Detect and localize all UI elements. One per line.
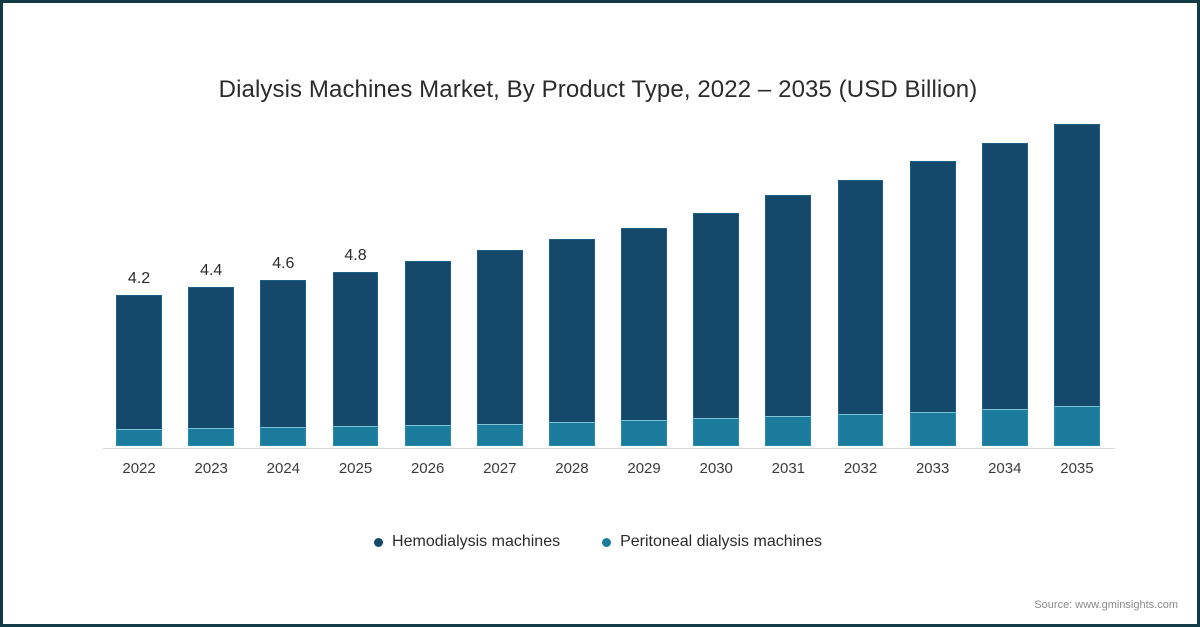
- bar-value-label: 4.2: [127, 269, 151, 287]
- legend-marker-dot-icon: [602, 537, 612, 547]
- x-tick-label: 2032: [843, 460, 878, 477]
- chart-title: Dialysis Machines Market, By Product Typ…: [218, 76, 978, 103]
- bar-segment-hemodialysis-machines[interactable]: [476, 250, 523, 424]
- bar-segment-peritoneal-dialysis-machines[interactable]: [188, 428, 235, 446]
- bar-segment-peritoneal-dialysis-machines[interactable]: [621, 420, 667, 446]
- x-tick-label: 2022: [122, 460, 156, 477]
- bar-segment-hemodialysis-machines[interactable]: [621, 227, 667, 421]
- bar-segment-peritoneal-dialysis-machines[interactable]: [693, 418, 740, 446]
- bar-group[interactable]: [909, 161, 956, 446]
- bar-value-label: 4.8: [344, 247, 367, 265]
- x-tick-label: 2033: [915, 460, 950, 477]
- x-tick-label: 2025: [338, 460, 373, 477]
- bar-segment-hemodialysis-machines[interactable]: [909, 161, 956, 412]
- bar-segment-hemodialysis-machines[interactable]: [1054, 123, 1100, 407]
- chart-figure-inner: Dialysis Machines Market, By Product Typ…: [3, 3, 1197, 624]
- bar-segment-peritoneal-dialysis-machines[interactable]: [981, 409, 1028, 446]
- bar-group[interactable]: [476, 250, 523, 446]
- bar-group[interactable]: [765, 194, 812, 446]
- legend-item[interactable]: Hemodialysis machines: [374, 533, 560, 551]
- bar-value-label: 4.6: [272, 254, 295, 272]
- x-tick-label: 2030: [699, 460, 733, 477]
- x-tick-label: 2023: [194, 460, 228, 477]
- x-tick-label: 2024: [266, 460, 301, 477]
- bar-segment-hemodialysis-machines[interactable]: [404, 261, 451, 425]
- bar-group[interactable]: 4.4: [188, 262, 235, 446]
- x-tick-label: 2035: [1060, 460, 1094, 477]
- bar-segment-hemodialysis-machines[interactable]: [260, 279, 307, 428]
- bar-segment-peritoneal-dialysis-machines[interactable]: [765, 416, 812, 446]
- legend-label: Peritoneal dialysis machines: [620, 533, 822, 550]
- x-tick-label: 2028: [555, 460, 589, 477]
- bar-segment-peritoneal-dialysis-machines[interactable]: [909, 411, 956, 446]
- legend-marker-dot-icon: [374, 537, 384, 547]
- bar-group[interactable]: [621, 227, 667, 446]
- bar-segment-peritoneal-dialysis-machines[interactable]: [837, 413, 884, 446]
- bar-segment-hemodialysis-machines[interactable]: [837, 179, 884, 414]
- bar-segment-peritoneal-dialysis-machines[interactable]: [549, 421, 595, 446]
- bar-segment-peritoneal-dialysis-machines[interactable]: [332, 426, 379, 446]
- x-tick-label: 2034: [988, 460, 1022, 477]
- x-tick-label: 2029: [627, 460, 661, 477]
- bar-group[interactable]: 4.6: [260, 255, 307, 446]
- bar-segment-hemodialysis-machines[interactable]: [549, 239, 595, 422]
- bar-segment-peritoneal-dialysis-machines[interactable]: [1054, 406, 1100, 446]
- bar-segment-hemodialysis-machines[interactable]: [332, 272, 379, 427]
- bar-group[interactable]: [837, 179, 884, 446]
- legend-item[interactable]: Peritoneal dialysis machines: [602, 533, 822, 551]
- legend-label: Hemodialysis machines: [392, 533, 561, 550]
- bar-group[interactable]: [1054, 123, 1100, 446]
- bar-group[interactable]: [549, 239, 595, 446]
- bar-group[interactable]: [404, 261, 451, 446]
- bar-segment-hemodialysis-machines[interactable]: [765, 194, 812, 417]
- bar-segment-peritoneal-dialysis-machines[interactable]: [476, 423, 523, 446]
- plot-area: 4.2 4.4 4.6 4.8: [103, 123, 1113, 446]
- source-note: Source: www.gminsights.com: [1034, 599, 1178, 611]
- bar-group[interactable]: [693, 213, 740, 446]
- bar-segment-hemodialysis-machines[interactable]: [693, 213, 740, 419]
- bar-group[interactable]: 4.8: [332, 247, 379, 446]
- bar-segment-hemodialysis-machines[interactable]: [981, 142, 1028, 410]
- bar-segment-hemodialysis-machines[interactable]: [188, 287, 235, 429]
- x-tick-label: 2026: [410, 460, 445, 477]
- bar-segment-peritoneal-dialysis-machines[interactable]: [260, 427, 307, 446]
- bar-segment-hemodialysis-machines[interactable]: [116, 294, 162, 430]
- bar-group[interactable]: 4.2: [116, 270, 162, 446]
- bar-segment-peritoneal-dialysis-machines[interactable]: [404, 424, 451, 446]
- chart-legend: Hemodialysis machines Peritoneal dialysis…: [8, 533, 1188, 551]
- x-tick-label: 2031: [771, 460, 806, 477]
- bar-segment-peritoneal-dialysis-machines[interactable]: [116, 429, 162, 446]
- chart-canvas: Dialysis Machines Market, By Product Typ…: [8, 8, 1192, 619]
- x-axis-tick-labels: 2022 2023 2024 2025 2026 2027 2028 2029 2030 2031…: [103, 460, 1113, 484]
- bar-group[interactable]: [981, 142, 1028, 446]
- bar-value-label: 4.4: [200, 262, 223, 280]
- x-tick-label: 2027: [483, 460, 517, 477]
- x-axis-line: [103, 448, 1115, 449]
